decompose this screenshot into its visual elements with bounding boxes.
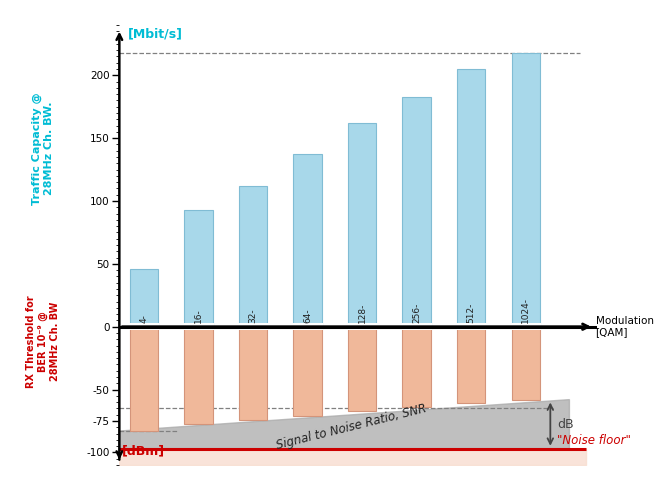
Text: 512-: 512- — [467, 302, 476, 323]
Text: Modulation
[QAM]: Modulation [QAM] — [595, 316, 654, 338]
Bar — [293, 326, 322, 416]
Text: 16-: 16- — [194, 308, 203, 323]
Polygon shape — [119, 400, 570, 448]
Bar — [347, 323, 378, 330]
Bar — [183, 323, 214, 330]
Bar — [457, 69, 485, 326]
Text: dB: dB — [558, 418, 574, 430]
Bar — [512, 326, 540, 400]
Text: 1024-: 1024- — [521, 297, 530, 323]
Bar — [512, 52, 540, 326]
Bar — [348, 123, 377, 326]
Text: [dBm]: [dBm] — [122, 444, 165, 458]
Text: Traffic Capacity @
28MHz Ch. BW.: Traffic Capacity @ 28MHz Ch. BW. — [32, 92, 54, 204]
Bar — [348, 326, 377, 411]
Bar — [184, 326, 213, 424]
Text: "Noise floor": "Noise floor" — [558, 434, 631, 448]
Text: 128-: 128- — [357, 302, 367, 323]
Bar — [292, 323, 323, 330]
Bar — [184, 210, 213, 326]
Bar — [239, 186, 267, 326]
Bar — [457, 326, 485, 404]
Text: 32-: 32- — [249, 308, 257, 323]
Bar — [237, 323, 269, 330]
Text: 64-: 64- — [303, 308, 312, 323]
Bar — [293, 154, 322, 326]
Bar — [455, 323, 487, 330]
Bar — [239, 326, 267, 420]
Bar — [130, 269, 158, 326]
Text: RX Threshold for
BER 10⁻⁹ @
28MHz Ch. BW: RX Threshold for BER 10⁻⁹ @ 28MHz Ch. BW — [27, 296, 60, 388]
Text: 256-: 256- — [412, 302, 421, 323]
Bar — [401, 323, 432, 330]
Bar — [511, 323, 541, 330]
Bar — [129, 323, 159, 330]
Bar — [130, 326, 158, 431]
Text: [Mbit/s]: [Mbit/s] — [127, 28, 182, 40]
Text: 4-: 4- — [139, 314, 149, 323]
Bar — [402, 326, 431, 407]
Bar — [402, 96, 431, 326]
Text: Signal to Noise Ratio, SNR: Signal to Noise Ratio, SNR — [274, 402, 428, 452]
